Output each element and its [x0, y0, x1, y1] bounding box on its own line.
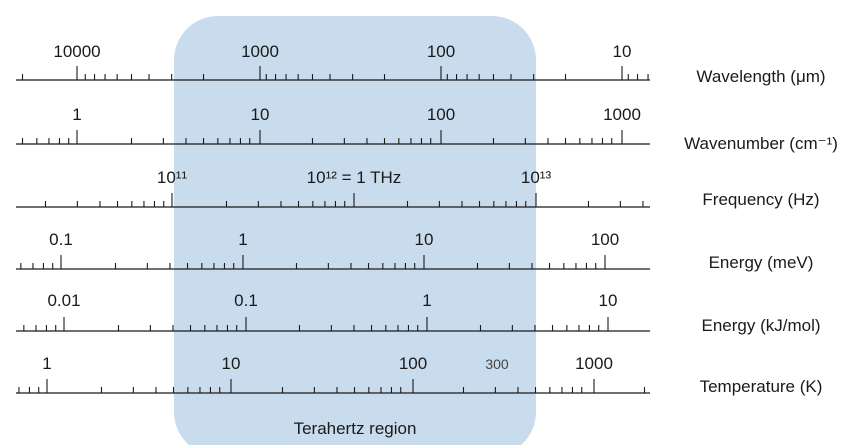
scale-frequency: 10¹¹ 10¹² = 1 THz 10¹³ Frequency (Hz): [16, 168, 820, 209]
energy-mev-tick-label: 0.1: [49, 230, 73, 249]
energy-kjmol-tick-label: 10: [599, 291, 618, 310]
temperature-tick-label: 10: [222, 354, 241, 373]
wavelength-tick-label: 10: [613, 42, 632, 61]
frequency-tick-label: 10¹³: [521, 168, 552, 187]
wavelength-tick-label: 10000: [53, 42, 100, 61]
scale-wavelength: 10000 1000 100 10 Wavelength (μm): [16, 42, 826, 86]
scale-wavenumber: 1 10 100 1000 Wavenumber (cm⁻¹): [16, 105, 838, 153]
wavelength-axis-title: Wavelength (μm): [696, 67, 825, 86]
wavelength-tick-label: 1000: [241, 42, 279, 61]
frequency-tick-label: 10¹¹: [157, 168, 188, 187]
scales-layer: 10000 1000 100 10 Wavelength (μm) 1 10 100 1000 W…: [16, 42, 838, 396]
energy-kjmol-tick-label: 1: [422, 291, 431, 310]
energy-mev-tick-label: 100: [591, 230, 619, 249]
temperature-tick-label: 100: [399, 354, 427, 373]
wavenumber-tick-label: 1000: [603, 105, 641, 124]
energy-kjmol-axis-title: Energy (kJ/mol): [701, 316, 820, 335]
wavenumber-tick-label: 100: [427, 105, 455, 124]
energy-mev-tick-label: 10: [415, 230, 434, 249]
terahertz-region-band: [174, 16, 536, 445]
temperature-axis-title: Temperature (K): [700, 377, 823, 396]
wavenumber-tick-label: 10: [251, 105, 270, 124]
wavenumber-tick-label: 1: [72, 105, 81, 124]
temperature-extra-label: 300: [485, 356, 509, 372]
terahertz-region-label: Terahertz region: [294, 419, 417, 438]
scale-energy-mev: 0.1 1 10 100 Energy (meV): [16, 230, 813, 272]
scale-temperature: 1 10 100 1000 300 Temperature (K): [16, 354, 822, 396]
energy-kjmol-tick-label: 0.1: [234, 291, 258, 310]
energy-mev-tick-label: 1: [238, 230, 247, 249]
wavenumber-axis-title: Wavenumber (cm⁻¹): [684, 134, 838, 153]
energy-kjmol-tick-label: 0.01: [47, 291, 80, 310]
temperature-tick-label: 1: [42, 354, 51, 373]
temperature-tick-label: 1000: [575, 354, 613, 373]
frequency-axis-title: Frequency (Hz): [702, 190, 819, 209]
scale-energy-kjmol: 0.01 0.1 1 10 Energy (kJ/mol): [16, 291, 821, 335]
energy-mev-axis-title: Energy (meV): [709, 253, 814, 272]
frequency-tick-label: 10¹² = 1 THz: [307, 168, 402, 187]
wavelength-tick-label: 100: [427, 42, 455, 61]
